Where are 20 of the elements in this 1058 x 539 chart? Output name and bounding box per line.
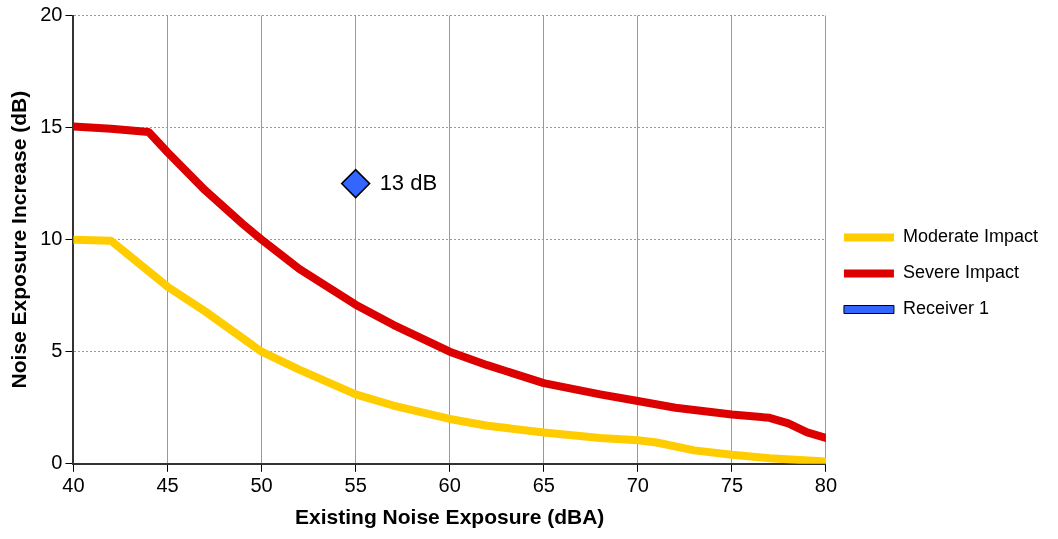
x-tick-label: 55 [344, 474, 367, 497]
y-tick-label: 20 [40, 3, 63, 26]
x-tick-label: 50 [250, 474, 273, 497]
y-axis-title: Noise Exposure Increase (dB) [7, 90, 31, 389]
x-axis-title: Existing Noise Exposure (dBA) [295, 505, 605, 529]
legend-label: Severe Impact [902, 262, 1019, 283]
x-tick-label: 65 [532, 474, 555, 497]
x-tick-label: 60 [438, 474, 461, 497]
x-tick-label: 70 [626, 474, 649, 497]
x-tick-label: 80 [814, 474, 838, 497]
legend-label: Receiver 1 [902, 298, 989, 319]
x-tick-label: 40 [62, 474, 85, 497]
y-tick-label: 10 [40, 227, 63, 250]
y-tick-label: 0 [51, 451, 63, 474]
annotation: 13 dB [379, 169, 438, 195]
x-tick-label: 75 [720, 474, 743, 497]
x-tick-label: 45 [156, 474, 179, 497]
legend-label: Moderate Impact [902, 226, 1038, 247]
y-tick-label: 5 [51, 339, 63, 362]
y-tick-label: 15 [40, 115, 63, 138]
